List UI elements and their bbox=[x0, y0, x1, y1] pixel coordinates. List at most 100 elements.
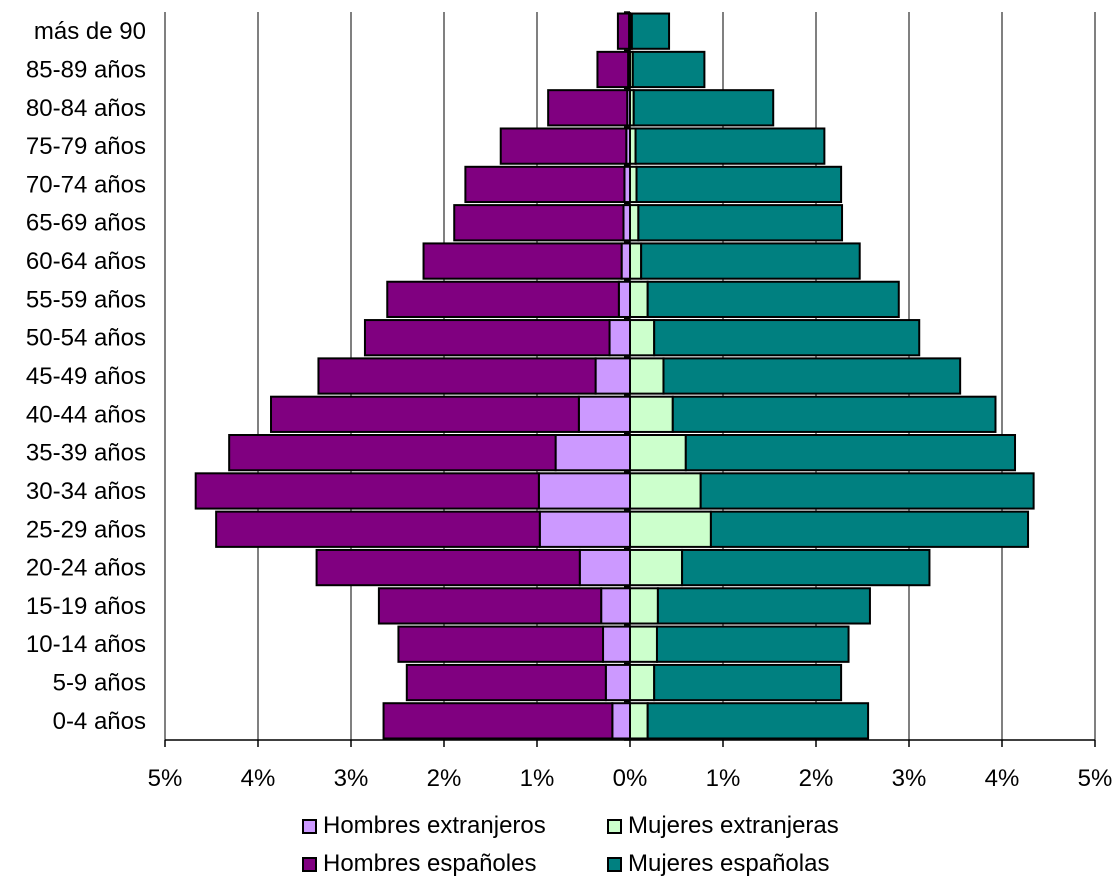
legend-swatch-mujeres-extranjeras bbox=[607, 818, 622, 834]
bar-mujeres-extranjeras-40-44-anos bbox=[629, 395, 674, 433]
y-tick-label: 40-44 años bbox=[26, 401, 146, 428]
y-axis-labels: 0-4 años 5-9 años 10-14 años 15-19 años 20-2… bbox=[26, 18, 146, 735]
bar-mujeres-espanolas-10-14-anos bbox=[655, 625, 850, 663]
x-tick-label: 1% bbox=[520, 765, 555, 792]
legend-item-hombres-espanoles: Hombres españoles bbox=[302, 850, 607, 878]
y-tick-label: 25-29 años bbox=[26, 516, 146, 543]
y-tick-label: 60-64 años bbox=[26, 248, 146, 275]
bar-hombres-extranjeros-5-9-anos bbox=[604, 663, 632, 702]
bar-mujeres-espanolas-50-54-anos bbox=[653, 319, 921, 357]
y-tick-label: 70-74 años bbox=[26, 171, 146, 198]
y-tick-label: 15-19 años bbox=[26, 593, 146, 620]
y-tick-label: 0-4 años bbox=[53, 708, 146, 735]
legend-label-mujeres-extranjeras: Mujeres extranjeras bbox=[628, 812, 839, 839]
bar-hombres-extranjeros-15-19-anos bbox=[600, 587, 631, 625]
bar-hombres-espanoles-30-34-anos bbox=[194, 472, 540, 510]
x-tick-label: 2% bbox=[799, 765, 834, 792]
bar-hombres-espanoles-40-44-anos bbox=[270, 395, 580, 433]
x-tick-label: 2% bbox=[427, 765, 462, 792]
bar-mujeres-extranjeras-20-24-anos bbox=[629, 548, 684, 587]
legend-item-hombres-extranjeros: Hombres extranjeros bbox=[302, 812, 607, 840]
bar-hombres-extranjeros-55-59-anos bbox=[617, 280, 632, 318]
axes bbox=[164, 11, 1096, 747]
bar-mujeres-espanolas-0-4-anos bbox=[646, 702, 870, 740]
x-tick-label: 5% bbox=[148, 765, 183, 792]
x-tick-label: 4% bbox=[985, 765, 1020, 792]
y-tick-label: 20-24 años bbox=[26, 555, 146, 582]
bar-hombres-espanoles-80-84-anos bbox=[547, 89, 629, 127]
bar-mujeres-extranjeras-10-14-anos bbox=[629, 625, 658, 663]
x-tick-label: 0% bbox=[613, 765, 648, 792]
x-tick-label: 3% bbox=[334, 765, 369, 792]
bar-mujeres-extranjeras-55-59-anos bbox=[629, 280, 649, 318]
y-tick-label: 30-34 años bbox=[26, 478, 146, 505]
legend-label-hombres-espanoles: Hombres españoles bbox=[323, 850, 537, 877]
bar-hombres-espanoles-65-69-anos bbox=[453, 204, 625, 242]
bar-mujeres-espanolas-75-79-anos bbox=[634, 127, 826, 165]
bar-hombres-espanoles-75-79-anos bbox=[499, 127, 628, 165]
bar-mujeres-espanolas-mas-de-90 bbox=[630, 12, 671, 50]
bar-hombres-extranjeros-20-24-anos bbox=[578, 548, 632, 587]
bar-hombres-extranjeros-50-54-anos bbox=[608, 319, 631, 357]
bar-mujeres-extranjeras-15-19-anos bbox=[629, 587, 659, 625]
bar-mujeres-espanolas-25-29-anos bbox=[709, 510, 1030, 548]
y-tick-label: 85-89 años bbox=[26, 56, 146, 83]
bar-hombres-espanoles-0-4-anos bbox=[382, 702, 614, 740]
legend-item-mujeres-espanolas: Mujeres españolas bbox=[607, 850, 829, 878]
bar-mujeres-espanolas-85-89-anos bbox=[631, 50, 706, 89]
bar-hombres-extranjeros-0-4-anos bbox=[611, 702, 632, 740]
bar-mujeres-espanolas-30-34-anos bbox=[699, 472, 1035, 510]
bar-mujeres-espanolas-55-59-anos bbox=[646, 280, 900, 318]
bar-mujeres-extranjeras-5-9-anos bbox=[629, 663, 656, 702]
legend-row-extranjeros: Hombres extranjeros Mujeres extranjeras bbox=[302, 812, 839, 840]
bar-mujeres-extranjeras-50-54-anos bbox=[629, 319, 656, 357]
y-tick-label: 65-69 años bbox=[26, 210, 146, 237]
y-tick-label: 45-49 años bbox=[26, 363, 146, 390]
legend-label-mujeres-espanolas: Mujeres españolas bbox=[628, 850, 830, 877]
legend-swatch-hombres-extranjeros bbox=[302, 818, 317, 834]
bar-mujeres-extranjeras-60-64-anos bbox=[629, 242, 643, 280]
bar-hombres-espanoles-20-24-anos bbox=[315, 548, 581, 587]
bar-hombres-espanoles-15-19-anos bbox=[377, 587, 603, 625]
y-tick-label: más de 90 bbox=[34, 18, 146, 45]
bar-hombres-extranjeros-10-14-anos bbox=[602, 625, 632, 663]
bar-hombres-extranjeros-60-64-anos bbox=[620, 242, 632, 280]
bar-mujeres-extranjeras-0-4-anos bbox=[629, 702, 649, 740]
bars bbox=[194, 12, 1035, 740]
bar-hombres-espanoles-85-89-anos bbox=[596, 50, 630, 89]
bar-hombres-espanoles-5-9-anos bbox=[405, 663, 607, 702]
y-tick-label: 55-59 años bbox=[26, 286, 146, 313]
legend-row-espanoles: Hombres españoles Mujeres españolas bbox=[302, 850, 829, 878]
bar-hombres-espanoles-10-14-anos bbox=[397, 625, 605, 663]
y-tick-label: 80-84 años bbox=[26, 95, 146, 122]
bar-hombres-espanoles-50-54-anos bbox=[363, 319, 611, 357]
bar-hombres-espanoles-70-74-anos bbox=[464, 165, 626, 204]
bar-mujeres-espanolas-65-69-anos bbox=[637, 204, 844, 242]
bar-hombres-espanoles-35-39-anos bbox=[228, 434, 557, 472]
y-tick-label: 10-14 años bbox=[26, 631, 146, 658]
y-tick-label: 50-54 años bbox=[26, 325, 146, 352]
bar-mujeres-extranjeras-30-34-anos bbox=[629, 472, 702, 510]
bar-hombres-espanoles-60-64-anos bbox=[422, 242, 623, 280]
bar-hombres-extranjeros-35-39-anos bbox=[554, 434, 631, 472]
legend-label-hombres-extranjeros: Hombres extranjeros bbox=[323, 812, 546, 839]
y-tick-label: 75-79 años bbox=[26, 133, 146, 160]
bar-mujeres-espanolas-35-39-anos bbox=[684, 434, 1017, 472]
bar-hombres-extranjeros-25-29-anos bbox=[538, 510, 631, 548]
population-pyramid-chart: 0-4 años 5-9 años 10-14 años 15-19 años 20-2… bbox=[26, 11, 1113, 792]
bar-mujeres-extranjeras-35-39-anos bbox=[629, 434, 687, 472]
bar-mujeres-extranjeras-45-49-anos bbox=[629, 357, 665, 395]
y-tick-label: 35-39 años bbox=[26, 440, 146, 467]
bar-mujeres-espanolas-40-44-anos bbox=[671, 395, 997, 433]
bar-mujeres-extranjeras-25-29-anos bbox=[629, 510, 712, 548]
bar-mujeres-espanolas-5-9-anos bbox=[653, 663, 843, 702]
bar-hombres-espanoles-mas-de-90 bbox=[616, 12, 631, 50]
x-axis-labels: 5% 4% 3% 2% 1% 0% 1% 2% 3% 4% 5% bbox=[148, 765, 1113, 792]
bar-mujeres-espanolas-15-19-anos bbox=[656, 587, 871, 625]
legend-item-mujeres-extranjeras: Mujeres extranjeras bbox=[607, 812, 839, 840]
bar-hombres-extranjeros-45-49-anos bbox=[594, 357, 632, 395]
x-tick-label: 4% bbox=[241, 765, 276, 792]
y-tick-label: 5-9 años bbox=[53, 670, 146, 697]
x-tick-label: 3% bbox=[892, 765, 927, 792]
bar-hombres-extranjeros-30-34-anos bbox=[537, 472, 631, 510]
